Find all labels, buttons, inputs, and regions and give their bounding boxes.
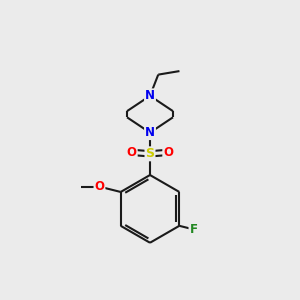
Text: N: N bbox=[145, 126, 155, 139]
Text: O: O bbox=[94, 180, 104, 193]
Text: N: N bbox=[145, 89, 155, 102]
Text: O: O bbox=[163, 146, 173, 159]
Text: F: F bbox=[190, 223, 197, 236]
Text: O: O bbox=[127, 146, 137, 159]
Text: S: S bbox=[146, 147, 154, 160]
